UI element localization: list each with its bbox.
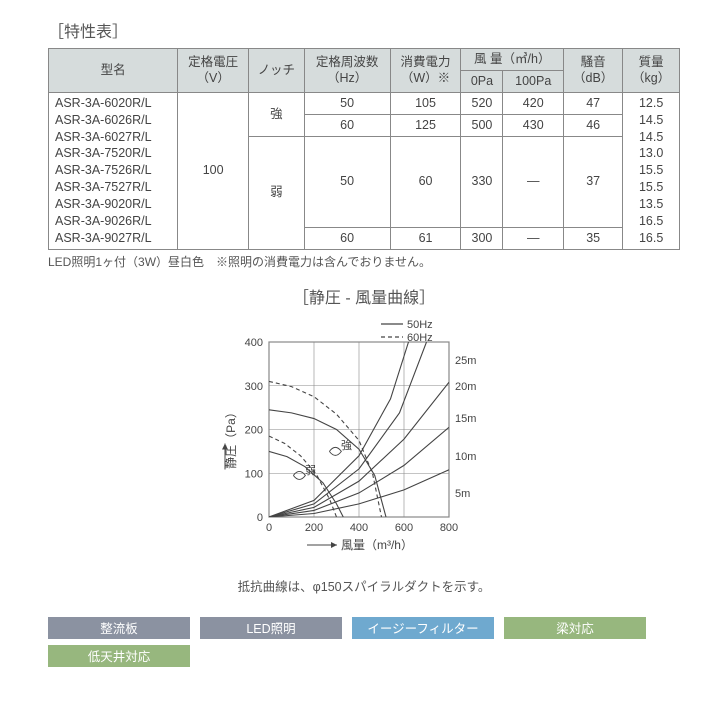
svg-text:15m: 15m [455,413,476,425]
th-power: 消費電力（W）※ [390,49,461,93]
svg-text:静圧（Pa）: 静圧（Pa） [224,406,238,469]
air0: 520 [461,92,503,114]
air100: 430 [503,114,564,136]
power: 105 [390,92,461,114]
badge-イージーフィルター: イージーフィルター [352,617,494,639]
air0: 500 [461,114,503,136]
badge-LED照明: LED照明 [200,617,342,639]
svg-text:風量（m³/h）: 風量（m³/h） [341,538,413,552]
svg-text:600: 600 [395,522,413,534]
svg-text:400: 400 [245,337,263,349]
svg-text:20m: 20m [455,381,476,393]
th-voltage: 定格電圧（V） [178,49,249,93]
mass-list: 12.514.514.513.015.515.513.516.516.5 [623,92,680,249]
notch-strong: 強 [249,92,305,136]
feature-badges: 整流板 LED照明イージーフィルター梁対応低天井対応 [48,617,680,667]
noise: 35 [564,227,623,249]
svg-text:0: 0 [257,512,263,524]
chart-title: ［静圧 - 風量曲線］ [48,284,680,308]
th-model: 型名 [49,49,178,93]
freq: 50 [304,92,390,114]
freq: 60 [304,227,390,249]
svg-text:5m: 5m [455,488,470,500]
svg-text:60Hz: 60Hz [407,332,433,344]
freq: 50 [304,136,390,227]
svg-text:100: 100 [245,468,263,480]
th-freq: 定格周波数（Hz） [304,49,390,93]
svg-text:200: 200 [245,424,263,436]
chart-note: 抵抗曲線は、φ150スパイラルダクトを示す。 [48,576,680,595]
th-air100: 100Pa [503,70,564,92]
noise: 37 [564,136,623,227]
badge-梁対応: 梁対応 [504,617,646,639]
air100: 420 [503,92,564,114]
th-noise: 騒音（dB） [564,49,623,93]
pressure-airflow-chart: 0 200 400 600 800 0 100 200 300 400 風量（m³/h） 静圧（Pa）… [209,312,519,572]
air0: 330 [461,136,503,227]
th-air0: 0Pa [461,70,503,92]
power: 61 [390,227,461,249]
svg-text:200: 200 [305,522,323,534]
svg-text:50Hz: 50Hz [407,319,433,331]
svg-text:弱: 弱 [305,464,316,477]
badge-整流板: 整流板 [48,617,190,639]
table-title: ［特性表］ [48,18,680,42]
svg-text:10m: 10m [455,451,476,463]
svg-text:400: 400 [350,522,368,534]
air100: ― [503,136,564,227]
voltage-value: 100 [178,92,249,249]
th-airflow: 風 量（㎥/h） [461,49,564,71]
svg-text:強: 強 [341,439,352,452]
table-footnote: LED照明1ヶ付（3W）昼白色 ※照明の消費電力は含んでおりません。 [48,253,680,270]
air0: 300 [461,227,503,249]
svg-text:0: 0 [266,522,272,534]
th-mass: 質量（kg） [623,49,680,93]
th-notch: ノッチ [249,49,305,93]
notch-weak: 弱 [249,136,305,249]
characteristics-table: 型名 定格電圧（V） ノッチ 定格周波数（Hz） 消費電力（W）※ 風 量（㎥/… [48,48,680,250]
noise: 46 [564,114,623,136]
power: 60 [390,136,461,227]
svg-text:25m: 25m [455,355,476,367]
noise: 47 [564,92,623,114]
air100: ― [503,227,564,249]
power: 125 [390,114,461,136]
svg-text:800: 800 [440,522,458,534]
freq: 60 [304,114,390,136]
svg-text:300: 300 [245,380,263,392]
model-list: ASR-3A-6020R/LASR-3A-6026R/LASR-3A-6027R… [49,92,178,249]
badge-低天井対応: 低天井対応 [48,645,190,667]
